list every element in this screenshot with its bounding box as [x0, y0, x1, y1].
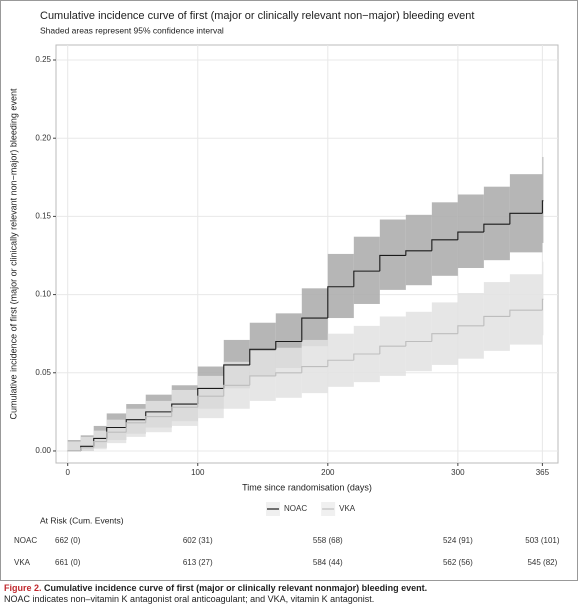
step-line: [275, 340, 302, 350]
confidence-band: [509, 274, 543, 345]
risk-cell: 584 (44): [313, 558, 343, 567]
risk-row-label: VKA: [14, 558, 31, 567]
confidence-band: [301, 288, 328, 347]
confidence-band: [542, 261, 544, 336]
legend-label: VKA: [339, 504, 356, 513]
risk-cell: 558 (68): [313, 536, 343, 545]
risk-cell: 613 (27): [183, 558, 213, 567]
chart: Cumulative incidence curve of first (maj…: [0, 0, 578, 581]
y-tick-label: 0.10: [35, 290, 51, 299]
step-line: [301, 365, 328, 373]
x-tick-label: 200: [321, 468, 335, 477]
step-line: [379, 254, 406, 272]
confidence-band: [457, 194, 484, 268]
confidence-band: [431, 202, 458, 276]
step-line: [405, 340, 432, 347]
confidence-band: [80, 436, 94, 451]
step-line: [125, 422, 146, 433]
step-line: [405, 250, 432, 256]
y-tick-label: 0.25: [35, 55, 51, 64]
caption-note: NOAC indicates non–vitamin K antagonist …: [4, 594, 375, 604]
confidence-band: [327, 253, 354, 319]
caption-label: Figure 2.: [4, 583, 42, 593]
y-tick-label: 0.05: [35, 368, 51, 377]
caption: Figure 2. Cumulative incidence curve of …: [4, 583, 578, 605]
risk-cell: 524 (91): [443, 536, 473, 545]
legend-label: NOAC: [284, 504, 307, 513]
step-line: [431, 239, 458, 251]
x-tick-label: 100: [191, 468, 205, 477]
step-line: [483, 315, 510, 326]
y-tick-label: 0.00: [35, 446, 51, 455]
y-tick-label: 0.15: [35, 212, 51, 221]
step-line: [431, 333, 458, 342]
confidence-band: [353, 236, 380, 304]
risk-cell: 562 (56): [443, 558, 473, 567]
step-line: [509, 309, 543, 317]
x-tick-label: 0: [65, 468, 70, 477]
risk-cell: 662 (0): [55, 536, 81, 545]
risk-table-title: At Risk (Cum. Events): [40, 515, 124, 525]
risk-cell: 545 (82): [527, 558, 557, 567]
step-line: [145, 416, 172, 423]
x-axis-label: Time since randomisation (days): [242, 482, 372, 492]
confidence-band: [379, 219, 406, 290]
step-line: [223, 364, 250, 389]
step-line: [327, 359, 354, 367]
step-line: [541, 298, 544, 311]
step-line: [249, 348, 276, 365]
confidence-band: [67, 441, 81, 451]
confidence-band: [106, 419, 127, 444]
step-line: [93, 441, 107, 448]
risk-cell: 503 (101): [525, 536, 560, 545]
y-tick-label: 0.20: [35, 133, 51, 142]
step-line: [541, 200, 544, 214]
confidence-band: [483, 186, 510, 261]
step-line: [249, 375, 276, 386]
confidence-band: [542, 156, 544, 243]
confidence-band: [197, 375, 224, 419]
x-tick-label: 365: [536, 468, 550, 477]
step-line: [457, 231, 484, 240]
step-line: [171, 406, 198, 417]
step-line: [223, 384, 250, 397]
risk-cell: 602 (31): [183, 536, 213, 545]
confidence-band: [405, 214, 432, 286]
step-line: [80, 447, 94, 451]
caption-line: Figure 2. Cumulative incidence curve of …: [4, 583, 578, 594]
step-line: [197, 395, 224, 408]
step-line: [106, 431, 127, 442]
step-line: [353, 353, 380, 361]
caption-title: Cumulative incidence curve of first (maj…: [44, 583, 428, 593]
risk-row-label: NOAC: [14, 536, 37, 545]
confidence-band: [93, 430, 107, 450]
x-tick-label: 300: [451, 468, 465, 477]
confidence-band: [171, 389, 198, 426]
step-line: [275, 372, 302, 376]
risk-cell: 661 (0): [55, 558, 81, 567]
step-line: [301, 317, 328, 342]
chart-subtitle: Shaded areas represent 95% confidence in…: [40, 25, 224, 35]
step-line: [353, 270, 380, 287]
step-line: [379, 345, 406, 355]
step-line: [457, 325, 484, 334]
step-line: [509, 212, 543, 225]
y-axis-label: Cumulative incidence of first (major or …: [8, 88, 18, 419]
step-line: [327, 286, 354, 319]
step-line: [483, 223, 510, 233]
chart-title: Cumulative incidence curve of first (maj…: [40, 10, 474, 22]
